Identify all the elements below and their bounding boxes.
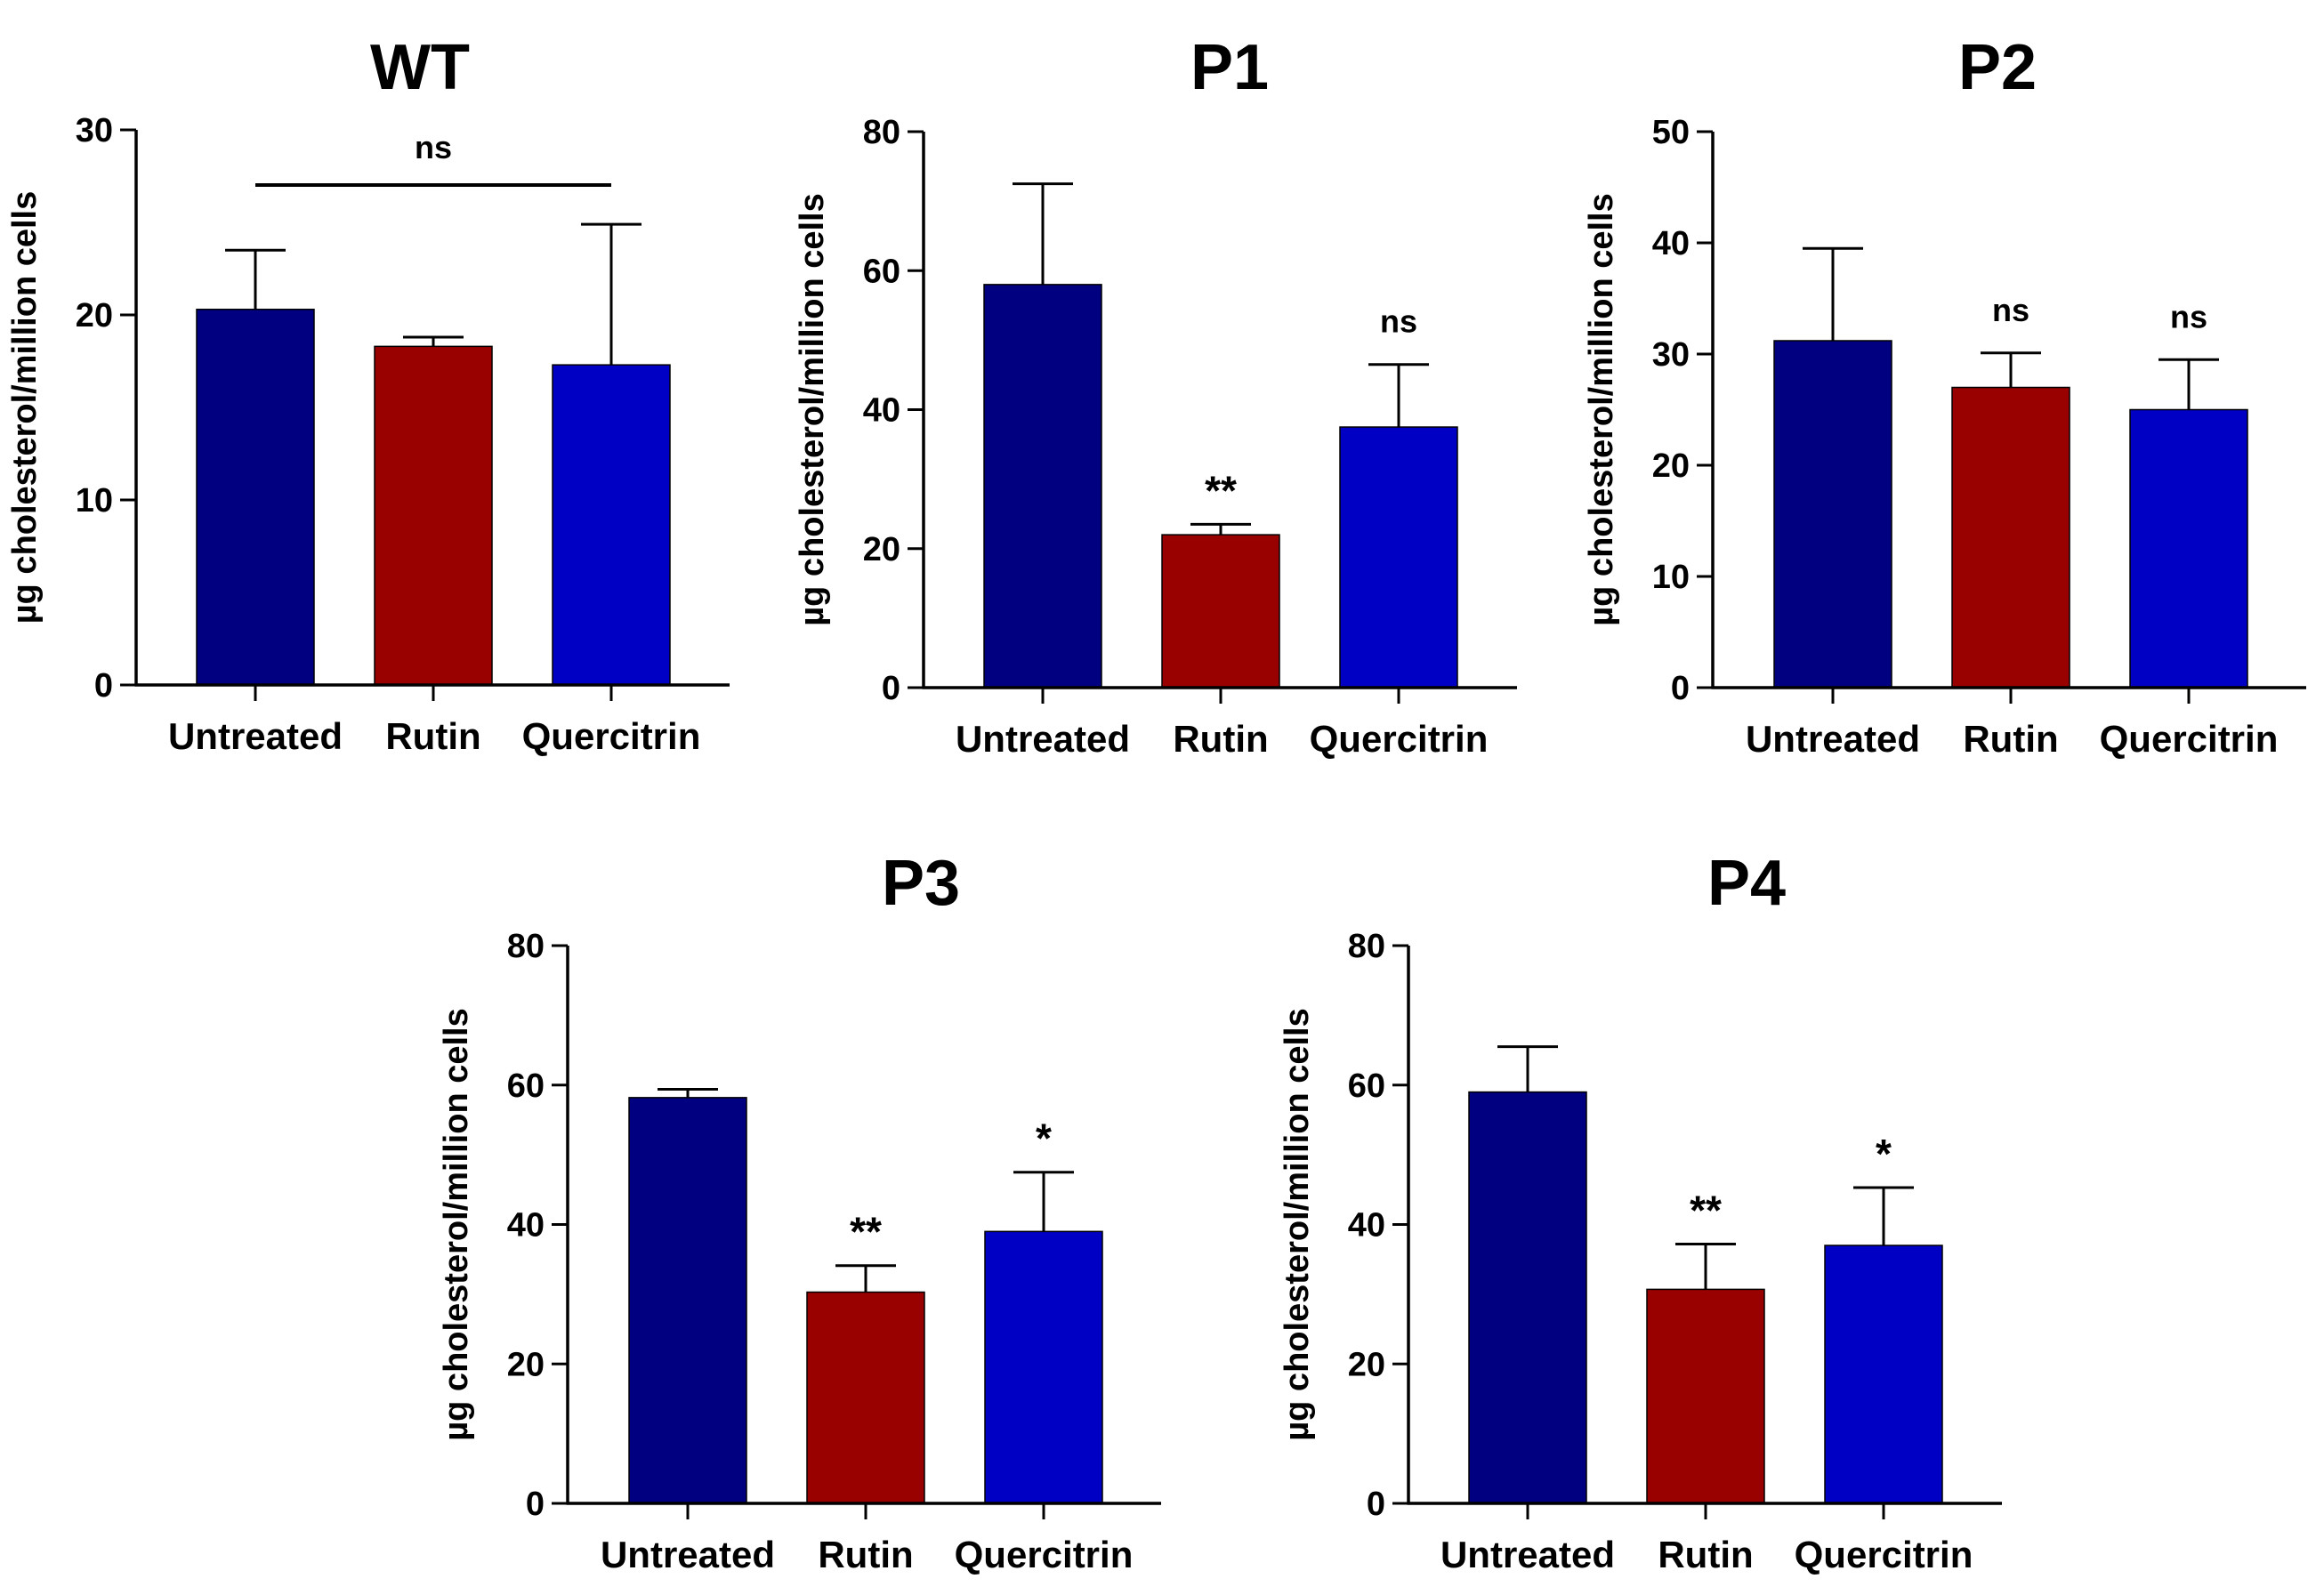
y-tick-label: 30 — [1652, 336, 1690, 374]
significance-label: ns — [1380, 303, 1417, 340]
x-tick-label: Rutin — [818, 1534, 913, 1575]
chart-title: P2 — [1958, 32, 2037, 103]
x-tick-label: Quercitrin — [1310, 718, 1489, 760]
x-tick-label: Untreated — [1746, 718, 1920, 760]
significance-label: ** — [850, 1209, 882, 1255]
x-tick-label: Quercitrin — [1795, 1534, 1973, 1575]
y-tick-label: 20 — [1652, 447, 1690, 485]
y-tick-label: 80 — [1348, 928, 1385, 965]
x-tick-label: Quercitrin — [955, 1534, 1134, 1575]
y-axis-label: µg cholesterol/million cells — [1279, 1008, 1316, 1440]
y-tick-label: 20 — [76, 297, 113, 334]
y-tick-label: 80 — [863, 114, 900, 151]
y-axis-label: µg cholesterol/million cells — [794, 193, 831, 625]
y-tick-label: 80 — [507, 928, 545, 965]
chart-panel-p4: P4 µg cholesterol/million cells Untreated *… — [1279, 848, 2002, 1575]
y-tick-label: 60 — [507, 1067, 545, 1105]
y-tick-label: 40 — [863, 392, 900, 430]
y-axis-label: µg cholesterol/million cells — [438, 1008, 475, 1440]
y-axis-label: µg cholesterol/million cells — [6, 191, 44, 624]
chart-panel-p3: P3 µg cholesterol/million cells Untreated *… — [438, 848, 1161, 1575]
bar-rutin — [1951, 386, 2070, 689]
y-tick-label: 40 — [507, 1207, 545, 1245]
bar-quercitrin — [1824, 1245, 1943, 1504]
significance-label: * — [1036, 1116, 1052, 1162]
bar-rutin — [1646, 1288, 1765, 1504]
x-tick-label: Untreated — [601, 1534, 775, 1575]
bar-rutin — [374, 345, 493, 686]
chart-title: P4 — [1707, 848, 1786, 919]
chart-title: P3 — [882, 848, 960, 919]
bar-quercitrin — [984, 1230, 1103, 1504]
y-tick-label: 0 — [526, 1486, 545, 1523]
y-tick-label: 0 — [1367, 1486, 1385, 1523]
significance-label: ** — [1205, 467, 1237, 513]
x-tick-label: Rutin — [1658, 1534, 1753, 1575]
chart-title: WT — [370, 32, 470, 103]
x-tick-label: Untreated — [1440, 1534, 1615, 1575]
chart-panel-p2: P2 µg cholesterol/million cells Untreated n… — [1583, 32, 2306, 760]
x-tick-label: Quercitrin — [522, 715, 701, 757]
bar-quercitrin — [2129, 408, 2248, 689]
x-tick-label: Rutin — [385, 715, 480, 757]
chart-panel-p1: P1 µg cholesterol/million cells Untreated *… — [794, 32, 1517, 760]
chart-title: P1 — [1190, 32, 1269, 103]
significance-label: ** — [1690, 1187, 1722, 1233]
x-tick-label: Quercitrin — [2100, 718, 2279, 760]
y-tick-label: 10 — [1652, 559, 1690, 596]
bar-rutin — [806, 1291, 925, 1504]
bar-untreated — [1468, 1091, 1587, 1504]
comparison-label: ns — [415, 129, 452, 165]
y-tick-label: 20 — [507, 1346, 545, 1383]
y-tick-label: 20 — [1348, 1346, 1385, 1383]
y-tick-label: 10 — [76, 482, 113, 520]
significance-label: * — [1876, 1131, 1892, 1177]
x-tick-label: Rutin — [1173, 718, 1268, 760]
y-tick-label: 30 — [76, 112, 113, 149]
y-tick-label: 0 — [94, 667, 113, 705]
y-tick-label: 40 — [1652, 225, 1690, 262]
y-tick-label: 60 — [863, 253, 900, 290]
x-tick-label: Untreated — [956, 718, 1130, 760]
bar-quercitrin — [552, 364, 671, 686]
y-tick-label: 0 — [882, 670, 900, 707]
chart-panel-wt: WT µg cholesterol/million cells Untreated R… — [6, 32, 730, 757]
bar-quercitrin — [1339, 426, 1458, 689]
y-tick-label: 40 — [1348, 1207, 1385, 1245]
y-tick-label: 60 — [1348, 1067, 1385, 1105]
bar-untreated — [196, 309, 315, 686]
bar-untreated — [983, 284, 1102, 689]
y-tick-label: 50 — [1652, 114, 1690, 151]
x-tick-label: Untreated — [168, 715, 343, 757]
y-axis-label: µg cholesterol/million cells — [1583, 193, 1620, 625]
bar-untreated — [628, 1097, 747, 1504]
x-tick-label: Rutin — [1963, 718, 2058, 760]
bar-rutin — [1161, 534, 1280, 689]
bar-untreated — [1773, 340, 1892, 689]
y-tick-label: 20 — [863, 531, 900, 568]
significance-label: ns — [1992, 292, 2029, 328]
y-tick-label: 0 — [1671, 670, 1690, 707]
significance-label: ns — [2170, 298, 2207, 334]
